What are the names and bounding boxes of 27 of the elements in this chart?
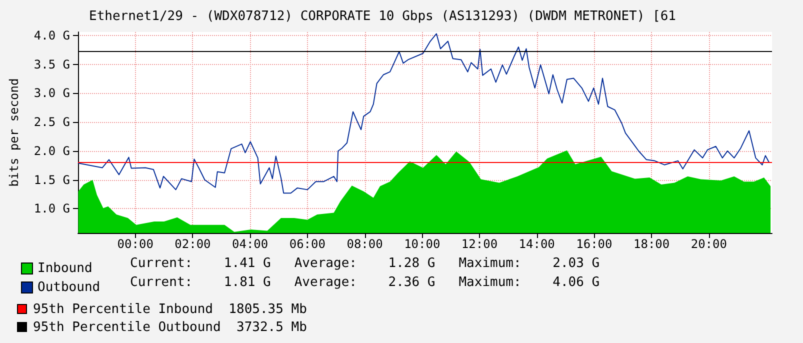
y-axis-title: bits per second: [7, 78, 21, 187]
text: Current: 1.81 G Average: 2.36 G Maximum: 4.06 G: [130, 274, 600, 292]
y-tick-label: 4.0 G: [34, 28, 70, 42]
y-tick-label: 2.0 G: [34, 144, 70, 158]
x-tick-label: 10:00: [404, 237, 440, 251]
legend-label: Outbound: [38, 280, 100, 295]
legend-label: 95th Percentile Inbound 1805.35 Mb: [32, 301, 307, 319]
y-tick-label: 3.5 G: [34, 57, 70, 72]
y-tick-label: 2.5 G: [34, 115, 70, 130]
x-tick-label: 04:00: [232, 237, 268, 251]
y-tick-label: 1.0 G: [34, 202, 70, 216]
y-tick-label: 3.0 G: [34, 86, 70, 100]
x-tick-label: 06:00: [289, 237, 326, 251]
y-tick-label: 1.5 G: [34, 172, 70, 187]
x-tick-label: 20:00: [690, 237, 727, 251]
x-tick-label: 08:00: [346, 237, 383, 251]
x-tick-label: 12:00: [461, 237, 498, 251]
x-tick-label: 00:00: [117, 237, 154, 251]
text: Current: 1.41 G Average: 1.28 G Maximum: 2.03 G: [130, 255, 600, 273]
x-tick-label: 18:00: [633, 237, 670, 251]
chart-title: Ethernet1/29 - (WDX078712) CORPORATE 10 Gbps (AS131293) (DWDM METRONET) [61: [89, 9, 676, 24]
line-series: [78, 33, 770, 194]
legend-label: 95th Percentile Outbound 3732.5 Mb: [32, 319, 307, 337]
x-tick-label: 14:00: [518, 237, 555, 251]
x-tick-label: 02:00: [174, 237, 211, 251]
legend-label: Inbound: [38, 261, 92, 276]
x-tick-label: 16:00: [576, 237, 612, 251]
